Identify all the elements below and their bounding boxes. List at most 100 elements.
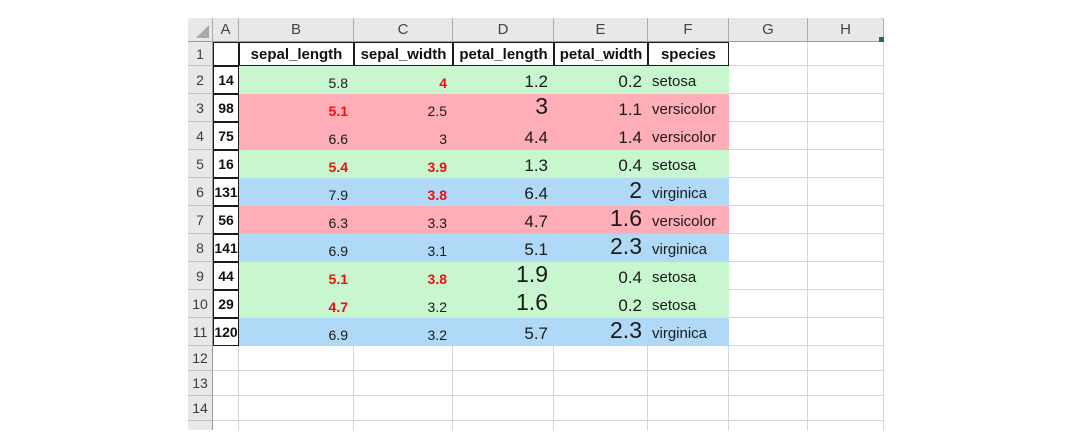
cell-F13[interactable] (648, 371, 729, 396)
cell-H11[interactable] (808, 318, 884, 346)
cell-G5[interactable] (729, 150, 808, 178)
cell-H4[interactable] (808, 122, 884, 150)
cell-A13[interactable] (213, 371, 239, 396)
col-header-H[interactable]: H (808, 18, 884, 42)
header-cell-sepal_width[interactable]: sepal_width (354, 42, 453, 66)
cell-B7[interactable]: 6.3 (239, 206, 354, 234)
cell-A6[interactable]: 131 (213, 178, 239, 206)
cell-B5[interactable]: 5.4 (239, 150, 354, 178)
row-header-8[interactable]: 8 (188, 234, 213, 262)
row-header-11[interactable]: 11 (188, 318, 213, 346)
cell-G1[interactable] (729, 42, 808, 66)
col-header-B[interactable]: B (239, 18, 354, 42)
row-header-1[interactable]: 1 (188, 42, 213, 66)
cell-D3[interactable]: 3 (453, 94, 554, 122)
cell-G7[interactable] (729, 206, 808, 234)
cell-F11[interactable]: virginica (648, 318, 729, 346)
cell-A10[interactable]: 29 (213, 290, 239, 318)
cell-G8[interactable] (729, 234, 808, 262)
cell-G2[interactable] (729, 66, 808, 94)
cell-C11[interactable]: 3.2 (354, 318, 453, 346)
cell-D14[interactable] (453, 396, 554, 421)
header-cell-petal_length[interactable]: petal_length (453, 42, 554, 66)
cell-C4[interactable]: 3 (354, 122, 453, 150)
cell-E13[interactable] (554, 371, 648, 396)
cell-G13[interactable] (729, 371, 808, 396)
cell-F7[interactable]: versicolor (648, 206, 729, 234)
cell-F8[interactable]: virginica (648, 234, 729, 262)
cell-G11[interactable] (729, 318, 808, 346)
cell-D12[interactable] (453, 346, 554, 371)
cell-H3[interactable] (808, 94, 884, 122)
cell-C9[interactable]: 3.8 (354, 262, 453, 290)
col-header-D[interactable]: D (453, 18, 554, 42)
cell-C10[interactable]: 3.2 (354, 290, 453, 318)
cell-H9[interactable] (808, 262, 884, 290)
cell-E6[interactable]: 2 (554, 178, 648, 206)
cell-A9[interactable]: 44 (213, 262, 239, 290)
cell-H5[interactable] (808, 150, 884, 178)
cell-H2[interactable] (808, 66, 884, 94)
cell-A8[interactable]: 141 (213, 234, 239, 262)
cell-A1[interactable] (213, 42, 239, 66)
cell-H12[interactable] (808, 346, 884, 371)
col-header-C[interactable]: C (354, 18, 453, 42)
cell-C7[interactable]: 3.3 (354, 206, 453, 234)
cell-B2[interactable]: 5.8 (239, 66, 354, 94)
cell-G12[interactable] (729, 346, 808, 371)
header-cell-sepal_length[interactable]: sepal_length (239, 42, 354, 66)
row-header-9[interactable]: 9 (188, 262, 213, 290)
cell-A4[interactable]: 75 (213, 122, 239, 150)
cell-B14[interactable] (239, 396, 354, 421)
cell-A14[interactable] (213, 396, 239, 421)
cell-E2[interactable]: 0.2 (554, 66, 648, 94)
col-header-E[interactable]: E (554, 18, 648, 42)
cell-F12[interactable] (648, 346, 729, 371)
cell-F3[interactable]: versicolor (648, 94, 729, 122)
cell-F14[interactable] (648, 396, 729, 421)
cell-B3[interactable]: 5.1 (239, 94, 354, 122)
row-header-10[interactable]: 10 (188, 290, 213, 318)
cell-A12[interactable] (213, 346, 239, 371)
cell-A11[interactable]: 120 (213, 318, 239, 346)
cell-B10[interactable]: 4.7 (239, 290, 354, 318)
cell-D11[interactable]: 5.7 (453, 318, 554, 346)
cell-F2[interactable]: setosa (648, 66, 729, 94)
cell-D6[interactable]: 6.4 (453, 178, 554, 206)
header-cell-petal_width[interactable]: petal_width (554, 42, 648, 66)
cell-E5[interactable]: 0.4 (554, 150, 648, 178)
cell-G4[interactable] (729, 122, 808, 150)
cell-B6[interactable]: 7.9 (239, 178, 354, 206)
cell-D4[interactable]: 4.4 (453, 122, 554, 150)
cell-D5[interactable]: 1.3 (453, 150, 554, 178)
cell-E3[interactable]: 1.1 (554, 94, 648, 122)
row-header-7[interactable]: 7 (188, 206, 213, 234)
cell-D9[interactable]: 1.9 (453, 262, 554, 290)
cell-C5[interactable]: 3.9 (354, 150, 453, 178)
row-header-3[interactable]: 3 (188, 94, 213, 122)
row-header-12[interactable]: 12 (188, 346, 213, 371)
row-header-5[interactable]: 5 (188, 150, 213, 178)
cell-A2[interactable]: 14 (213, 66, 239, 94)
cell-G10[interactable] (729, 290, 808, 318)
cell-A3[interactable]: 98 (213, 94, 239, 122)
cell-G6[interactable] (729, 178, 808, 206)
cell-E7[interactable]: 1.6 (554, 206, 648, 234)
cell-E14[interactable] (554, 396, 648, 421)
cell-C3[interactable]: 2.5 (354, 94, 453, 122)
col-header-G[interactable]: G (729, 18, 808, 42)
cell-C12[interactable] (354, 346, 453, 371)
cell-E11[interactable]: 2.3 (554, 318, 648, 346)
cell-H10[interactable] (808, 290, 884, 318)
cell-B13[interactable] (239, 371, 354, 396)
row-header-2[interactable]: 2 (188, 66, 213, 94)
cell-G14[interactable] (729, 396, 808, 421)
cell-E10[interactable]: 0.2 (554, 290, 648, 318)
cell-B11[interactable]: 6.9 (239, 318, 354, 346)
cell-B8[interactable]: 6.9 (239, 234, 354, 262)
cell-C6[interactable]: 3.8 (354, 178, 453, 206)
select-all-corner[interactable] (188, 18, 213, 42)
cell-A7[interactable]: 56 (213, 206, 239, 234)
row-header-4[interactable]: 4 (188, 122, 213, 150)
cell-B9[interactable]: 5.1 (239, 262, 354, 290)
